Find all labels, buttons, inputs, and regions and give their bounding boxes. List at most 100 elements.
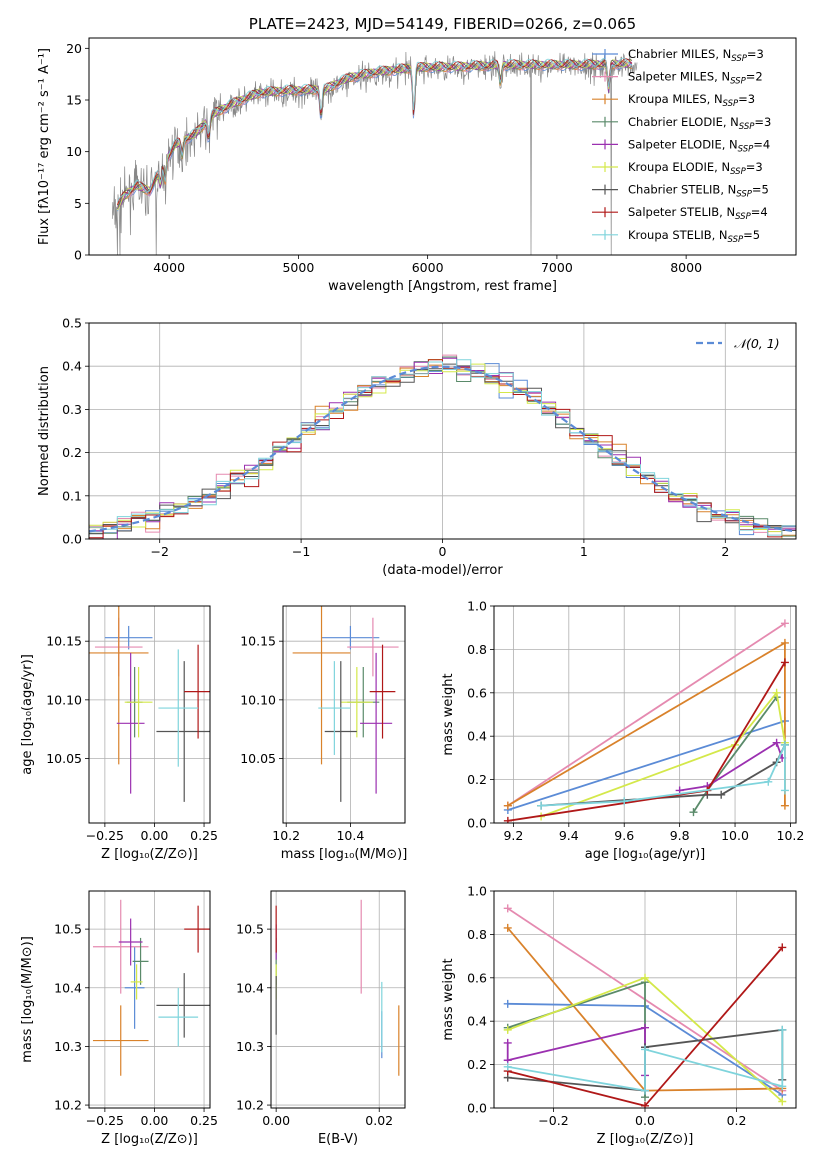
legend-subscript: SSP	[731, 54, 747, 64]
weight-point	[780, 786, 789, 795]
y-tick-label: 0.2	[62, 445, 82, 460]
y-tick-label: 0.0	[467, 1101, 487, 1116]
axes-frame	[282, 605, 406, 824]
gaussian-curve	[89, 365, 796, 533]
errorbar-plot	[89, 606, 210, 802]
x-axis-label: mass [log₁₀(M/M⊙)]	[281, 847, 408, 862]
x-tick-label: 6000	[412, 260, 444, 275]
y-axis-label: Flux [fλ10⁻¹⁷ erg cm⁻² s⁻¹ A⁻¹]	[37, 48, 52, 245]
y-tick-label: 0.8	[467, 642, 487, 657]
y-tick-label: 10.15	[240, 634, 276, 649]
x-tick-label: 0.00	[262, 1113, 290, 1128]
axes-frame	[88, 890, 211, 1109]
x-tick-label: 0.00	[141, 828, 169, 843]
y-tick-label: 20	[66, 41, 82, 56]
y-tick-label: 5	[74, 196, 82, 211]
legend-entry: Salpeter STELIB, NSSP=4	[628, 205, 768, 222]
legend-label: Salpeter STELIB, N	[628, 205, 735, 219]
x-tick-label: −0.2	[538, 1113, 568, 1128]
y-tick-label: 0.4	[467, 1014, 487, 1029]
legend-count: =4	[751, 205, 768, 219]
legend-subscript: SSP	[735, 212, 751, 222]
legend-entry: Chabrier ELODIE, NSSP=3	[628, 115, 771, 132]
x-tick-label: 8000	[670, 260, 702, 275]
x-axis-label: E(B-V)	[318, 1132, 358, 1147]
y-tick-label: 0.0	[62, 532, 82, 547]
legend-label: Kroupa MILES, N	[628, 92, 723, 106]
legend-subscript: SSP	[730, 167, 746, 177]
x-tick-label: 5000	[282, 260, 314, 275]
legend-count: =3	[746, 160, 763, 174]
x-tick-label: 9.8	[670, 828, 690, 843]
x-tick-label: 0.2	[727, 1113, 747, 1128]
weight-line	[507, 622, 786, 807]
x-axis-label: wavelength [Angstrom, rest frame]	[328, 279, 557, 294]
weight-point	[764, 777, 773, 786]
y-tick-label: 0.6	[467, 685, 487, 700]
legend-entry: 𝒩(0, 1)	[734, 336, 780, 351]
legend-entry: Chabrier STELIB, NSSP=5	[628, 183, 769, 200]
y-tick-label: 10.2	[54, 1098, 82, 1113]
weight-line	[540, 690, 786, 818]
legend-label: Kroupa ELODIE, N	[628, 160, 730, 174]
x-tick-label: −0.25	[86, 1113, 124, 1128]
legend-entry: Salpeter ELODIE, NSSP=4	[628, 137, 770, 154]
y-tick-label: 0.5	[62, 316, 82, 331]
axes-frame	[270, 890, 406, 1109]
weight-point	[641, 1086, 649, 1095]
weight-point	[778, 1097, 787, 1106]
weight-point	[717, 790, 726, 799]
weight-point	[641, 1045, 649, 1054]
y-tick-label: 0.0	[467, 816, 487, 831]
x-tick-label: 7000	[541, 260, 573, 275]
x-tick-label: −0.25	[86, 828, 124, 843]
weight-point	[641, 973, 649, 982]
x-tick-label: 0.25	[190, 1113, 218, 1128]
y-tick-label: 10.5	[236, 922, 264, 937]
weight-point	[503, 999, 512, 1008]
y-axis-label: mass weight	[441, 673, 456, 755]
y-tick-label: 10.5	[54, 922, 82, 937]
errorbar-plot	[275, 899, 400, 1076]
legend-label: Kroupa STELIB, N	[628, 228, 728, 242]
axes-frame	[88, 605, 211, 824]
spectrum-plot	[111, 51, 638, 255]
weight-point	[537, 801, 546, 810]
x-axis-label: (data-model)/error	[382, 563, 503, 578]
x-tick-label: 2	[721, 544, 729, 559]
y-tick-label: 10	[66, 144, 82, 159]
y-axis-label: age [log₁₀(age/yr)]	[20, 654, 35, 775]
x-tick-label: −2	[150, 544, 168, 559]
y-axis-label: mass [log₁₀(M/M⊙)]	[20, 936, 35, 1063]
weight-point	[772, 738, 781, 747]
legend-entry: Salpeter MILES, NSSP=2	[628, 70, 763, 87]
x-axis-label: Z [log₁₀(Z/Z⊙)]	[597, 1132, 694, 1147]
weight-point	[503, 1025, 512, 1034]
y-tick-label: 10.15	[46, 634, 82, 649]
x-tick-label: 9.2	[503, 828, 523, 843]
weight-point	[620, 797, 629, 806]
legend-count: =4	[753, 137, 770, 151]
x-tick-label: 4000	[153, 260, 185, 275]
weight-line	[507, 720, 786, 811]
errorbar-plot	[292, 606, 399, 802]
weight-point	[778, 943, 787, 952]
y-tick-label: 15	[66, 93, 82, 108]
legend-entry: Kroupa MILES, NSSP=3	[628, 92, 755, 109]
legend-count: =2	[746, 70, 763, 84]
y-tick-label: 0.2	[467, 1057, 487, 1072]
legend-count: =3	[738, 92, 755, 106]
legend-label: Salpeter ELODIE, N	[628, 137, 738, 151]
y-tick-label: 10.4	[236, 980, 264, 995]
x-tick-label: 9.4	[559, 828, 579, 843]
weight-point	[780, 740, 789, 749]
legend-subscript: SSP	[730, 77, 746, 87]
legend-subscript: SSP	[738, 144, 754, 154]
y-tick-label: 1.0	[467, 599, 487, 614]
weight-plot	[503, 619, 789, 823]
x-tick-label: 10.0	[721, 828, 749, 843]
y-tick-label: 10.05	[240, 751, 276, 766]
y-tick-label: 10.10	[46, 692, 82, 707]
y-tick-label: 10.4	[54, 980, 82, 995]
model-fit-line	[117, 59, 633, 209]
